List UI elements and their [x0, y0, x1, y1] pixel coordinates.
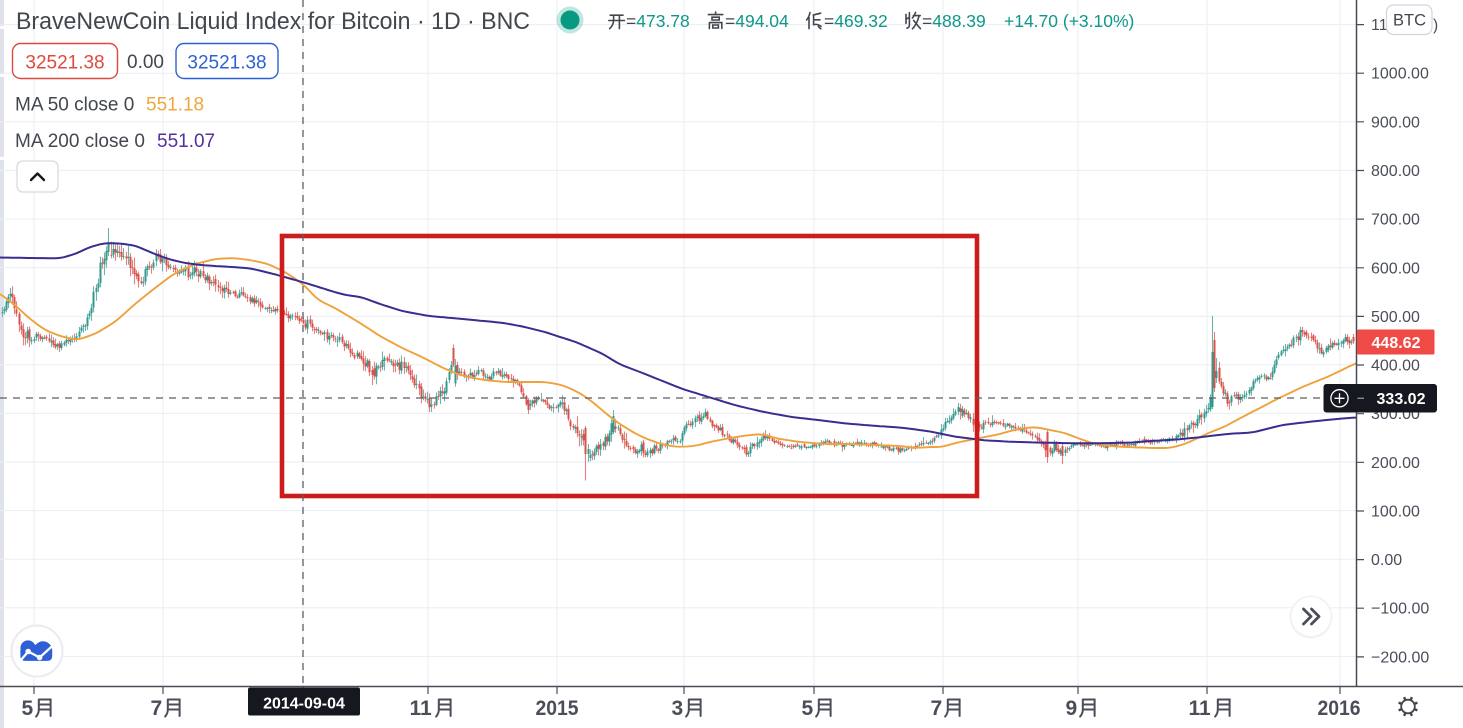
svg-text:900.00: 900.00: [1371, 114, 1420, 131]
svg-text:BTC: BTC: [1393, 12, 1426, 30]
svg-text:0.00: 0.00: [1371, 552, 1402, 569]
svg-text:5: 5: [802, 697, 814, 720]
svg-text:): ): [1433, 17, 1438, 34]
svg-text:551.18: 551.18: [146, 95, 204, 116]
svg-text:200.00: 200.00: [1371, 455, 1420, 472]
svg-text:+14.70 (+3.10%): +14.70 (+3.10%): [1004, 11, 1134, 31]
svg-text:448.62: 448.62: [1372, 335, 1421, 352]
svg-text:11: 11: [1189, 697, 1212, 720]
svg-text:=473.78: =473.78: [626, 11, 690, 31]
svg-text:MA 200 close 0: MA 200 close 0: [15, 131, 145, 152]
svg-text:2016: 2016: [1318, 697, 1361, 720]
svg-text:800.00: 800.00: [1371, 163, 1420, 180]
svg-text:2015: 2015: [536, 697, 579, 720]
svg-text:7: 7: [931, 697, 943, 720]
svg-text:BraveNewCoin Liquid Index for: BraveNewCoin Liquid Index for Bitcoin · …: [16, 8, 530, 35]
svg-text:9: 9: [1066, 697, 1078, 720]
svg-text:3: 3: [672, 697, 684, 720]
svg-text:32521.38: 32521.38: [187, 53, 266, 74]
svg-text:=469.32: =469.32: [824, 11, 888, 31]
svg-text:0.00: 0.00: [127, 52, 164, 73]
svg-text:=488.39: =488.39: [922, 11, 986, 31]
svg-text:333.02: 333.02: [1377, 391, 1426, 408]
svg-text:2014-09-04: 2014-09-04: [263, 696, 345, 713]
svg-text:5: 5: [22, 697, 34, 720]
svg-text:7: 7: [151, 697, 163, 720]
svg-text:1000.00: 1000.00: [1371, 66, 1429, 83]
svg-text:32521.38: 32521.38: [25, 53, 104, 74]
svg-text:100.00: 100.00: [1371, 504, 1420, 521]
svg-text:700.00: 700.00: [1371, 212, 1420, 229]
svg-text:11: 11: [410, 697, 433, 720]
svg-text:−100.00: −100.00: [1371, 601, 1429, 618]
svg-text:400.00: 400.00: [1371, 358, 1420, 375]
svg-text:500.00: 500.00: [1371, 309, 1420, 326]
svg-text:551.07: 551.07: [157, 131, 215, 152]
svg-text:=494.04: =494.04: [725, 11, 789, 31]
svg-text:−200.00: −200.00: [1371, 649, 1429, 666]
svg-text:MA 50 close 0: MA 50 close 0: [15, 95, 134, 116]
svg-text:600.00: 600.00: [1371, 260, 1420, 277]
